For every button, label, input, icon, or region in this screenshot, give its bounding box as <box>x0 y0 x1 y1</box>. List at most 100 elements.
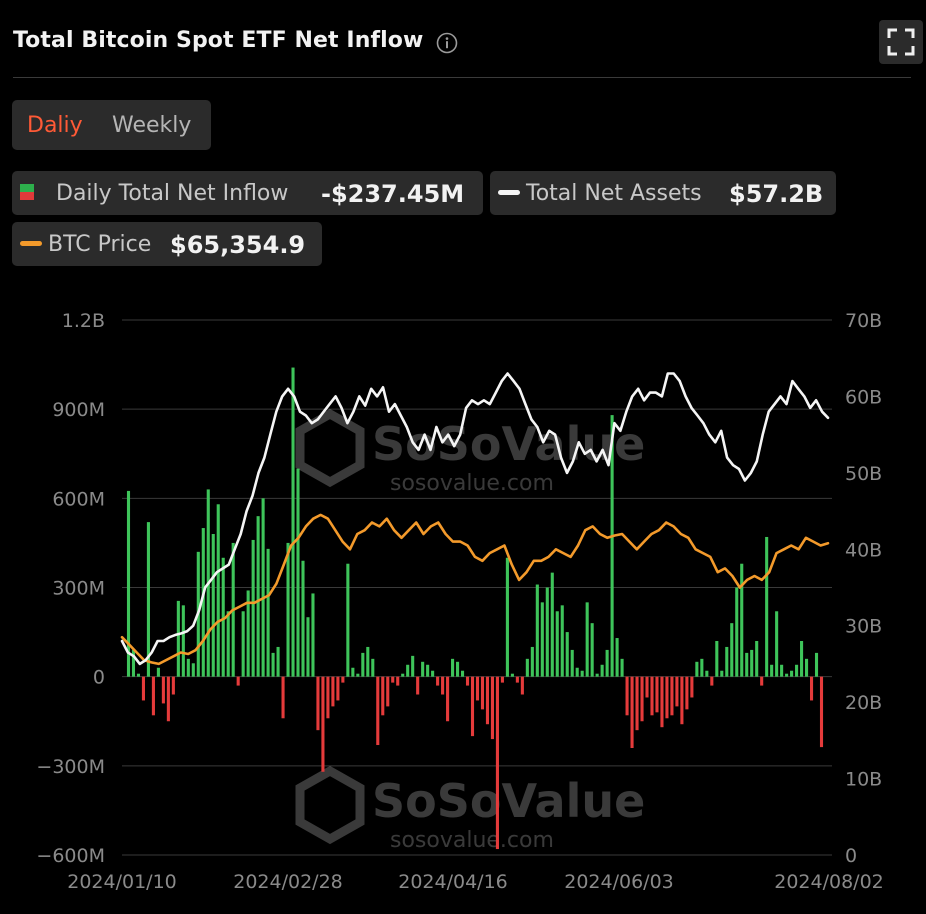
inflow-bar <box>460 670 465 677</box>
y-right-tick-label: 20B <box>845 692 882 714</box>
y-left-tick-label: 900M <box>52 399 105 421</box>
logo-hexagon-icon <box>295 408 365 488</box>
inflow-bar <box>465 676 470 686</box>
legend-assets-label: Total Net Assets <box>526 181 702 206</box>
legend-price[interactable]: BTC Price $65,354.9 <box>12 222 322 266</box>
inflow-bar <box>725 646 729 677</box>
toggle-weekly[interactable]: Weekly <box>112 113 192 138</box>
inflow-bar <box>131 649 136 677</box>
axis-labels: 1.2B 900M 600M 300M 0 −300M −600M 70B 60B 50B 40B 3… <box>36 310 883 893</box>
inflow-bar <box>256 516 260 677</box>
y-right-tick-label: 40B <box>845 539 882 561</box>
inflow-bar <box>246 590 250 677</box>
inflow-bar <box>156 667 160 677</box>
grid-lines <box>122 319 832 856</box>
inflow-bar <box>520 676 524 695</box>
inflow-bar <box>745 652 749 677</box>
inflow-bar <box>416 676 420 695</box>
inflow-bar <box>221 557 225 677</box>
inflow-bar <box>166 676 170 722</box>
inflow-bar <box>819 676 824 748</box>
inflow-bar <box>191 663 195 677</box>
inflow-bar <box>186 658 190 677</box>
inflow-bar <box>585 602 589 677</box>
inflow-bar <box>141 676 145 701</box>
inflow-bar <box>805 658 809 677</box>
inflow-bar <box>201 528 205 677</box>
inflow-bar <box>326 676 330 719</box>
inflow-bar <box>775 611 779 677</box>
inflow-bar <box>535 584 539 677</box>
inflow-bar <box>625 676 629 716</box>
header-divider <box>13 77 911 78</box>
inflow-bar <box>505 557 509 677</box>
legend-inflow[interactable]: Daily Total Net Inflow -$237.45M <box>12 171 483 215</box>
line-series <box>120 372 830 666</box>
inflow-bar <box>605 649 609 677</box>
inflow-bar <box>161 676 165 704</box>
legend-price-value: $65,354.9 <box>170 231 306 259</box>
x-tick-label: 2024/01/10 <box>67 871 177 893</box>
y-right-tick-label: 0 <box>845 845 857 867</box>
inflow-bar <box>550 572 554 677</box>
inflow-bar <box>570 649 574 677</box>
y-right-tick-label: 60B <box>845 386 882 408</box>
inflow-bar <box>281 676 285 719</box>
inflow-bar <box>540 602 544 677</box>
inflow-bar <box>291 367 295 677</box>
inflow-bar <box>760 676 764 686</box>
y-right-tick-label: 30B <box>845 616 882 638</box>
inflow-bar <box>560 605 564 677</box>
y-left-tick-label: 600M <box>52 488 105 510</box>
y-left-tick-label: 1.2B <box>62 310 105 332</box>
info-icon[interactable] <box>436 32 458 54</box>
inflow-bar <box>456 661 460 677</box>
inflow-bar <box>710 676 714 686</box>
inflow-bar <box>356 673 360 677</box>
y-left-tick-label: −600M <box>36 845 105 867</box>
inflow-bar <box>306 617 310 677</box>
inflow-bar <box>341 676 345 683</box>
inflow-bar <box>730 623 734 677</box>
inflow-bar <box>655 676 659 713</box>
inflow-bar <box>266 548 270 677</box>
inflow-bar <box>785 673 789 677</box>
inflow-bar <box>211 534 215 677</box>
inflow-bar <box>715 641 719 677</box>
expand-icon <box>887 28 915 56</box>
inflow-bar <box>321 676 325 772</box>
inflow-bar <box>451 658 455 677</box>
legend-assets[interactable]: Total Net Assets $57.2B <box>490 171 836 215</box>
inflow-bar <box>316 676 320 731</box>
inflow-bar <box>525 658 529 677</box>
inflow-bar <box>236 676 240 686</box>
inflow-bar <box>700 658 704 677</box>
inflow-bar <box>565 632 569 677</box>
inflow-bar <box>171 676 175 695</box>
period-toggle: Daliy Weekly <box>12 100 211 150</box>
inflow-bar <box>630 676 634 748</box>
inflow-bar <box>780 664 784 677</box>
inflow-bar <box>485 676 490 725</box>
inflow-bar <box>286 542 290 677</box>
x-tick-label: 2024/06/03 <box>564 871 674 893</box>
inflow-bar <box>146 522 150 677</box>
toggle-daily[interactable]: Daliy <box>27 113 83 138</box>
inflow-bar <box>620 658 624 677</box>
inflow-bar <box>705 670 709 677</box>
inflow-bar <box>181 605 185 677</box>
inflow-bar <box>809 676 814 701</box>
inflow-bar <box>510 673 514 677</box>
inflow-bar <box>296 468 300 677</box>
y-left-tick-label: −300M <box>36 756 105 778</box>
legend-inflow-label: Daily Total Net Inflow <box>56 181 289 206</box>
inflow-bar <box>261 498 265 677</box>
inflow-bar <box>765 536 769 677</box>
inflow-bar <box>670 676 674 716</box>
y-right-tick-label: 70B <box>845 310 882 332</box>
inflow-bar <box>401 673 405 677</box>
expand-button[interactable] <box>879 20 923 64</box>
logo-hexagon-icon <box>295 765 365 845</box>
chart-title: Total Bitcoin Spot ETF Net Inflow <box>13 28 424 53</box>
